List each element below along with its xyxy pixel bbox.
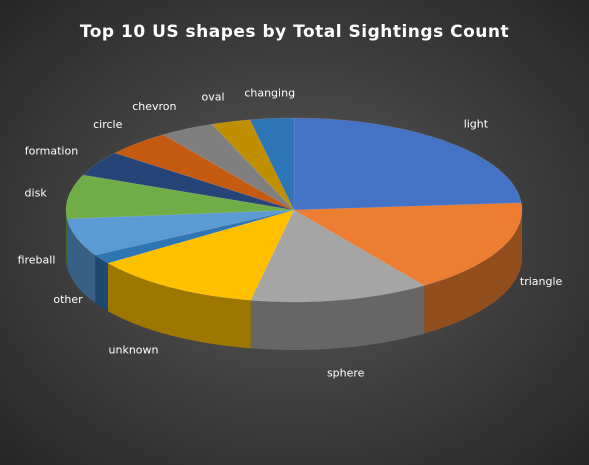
pie-slice-oval (211, 119, 295, 211)
pie-slice-chevron (162, 123, 295, 211)
pie-slice-fireball (66, 209, 295, 256)
data-label-circle: circle (93, 118, 122, 131)
pie-slice-changing (249, 117, 295, 211)
data-label-disk: disk (25, 187, 48, 200)
pie-slice-triangle (292, 202, 523, 286)
pie-slice-unknown (107, 209, 295, 301)
data-label-sphere: sphere (327, 366, 365, 379)
data-label-other: other (53, 293, 83, 306)
pie-slice-circle (114, 134, 295, 211)
pie-side-other (95, 255, 108, 312)
data-label-changing: changing (244, 87, 295, 100)
pie-side-triangle (424, 210, 522, 334)
data-label-unknown: unknown (109, 344, 159, 357)
pie-side-unknown (107, 263, 251, 349)
pie-slices (65, 117, 523, 303)
pie-slice-formation (82, 152, 295, 211)
pie-slice-sphere (250, 209, 425, 303)
data-label-fireball: fireball (18, 254, 56, 267)
pie-slice-disk (65, 174, 295, 220)
pie-side-disk (66, 210, 68, 267)
data-label-light: light (464, 117, 489, 130)
pie-slice-light (293, 117, 522, 211)
pie-slice-other (94, 209, 295, 264)
data-label-triangle: triangle (520, 275, 563, 288)
data-label-formation: formation (25, 144, 78, 157)
pie-labels: light triangle sphere unknown other fireball d… (18, 87, 563, 380)
chart-title: Top 10 US shapes by Total Sightings Coun… (79, 22, 510, 42)
data-label-chevron: chevron (132, 100, 176, 113)
pie-side-sphere (250, 285, 425, 350)
pie-side-fireball (67, 218, 96, 304)
pie-side-walls (66, 210, 522, 350)
data-label-oval: oval (202, 91, 225, 104)
